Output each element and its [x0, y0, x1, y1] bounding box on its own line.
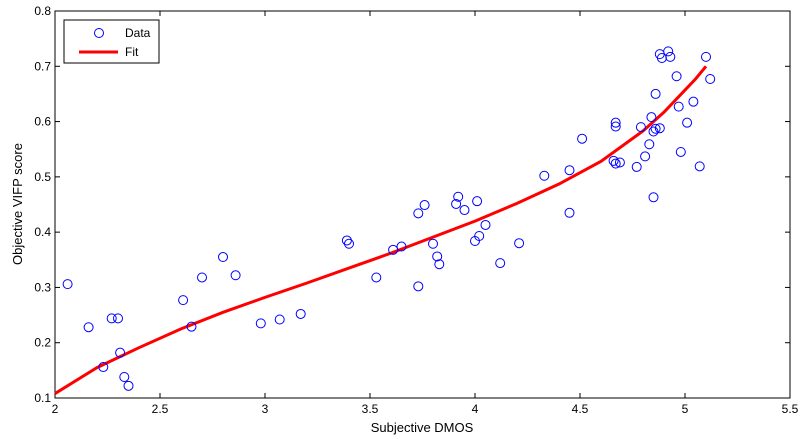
data-point [564, 207, 575, 218]
y-tick-label: 0.1 [34, 391, 51, 405]
data-point [255, 318, 266, 329]
data-point [640, 151, 651, 162]
data-point [644, 139, 655, 150]
data-point [344, 238, 354, 249]
data-point [656, 52, 667, 63]
data-point [434, 259, 445, 270]
data-point [274, 314, 285, 325]
x-tick-label: 3 [262, 402, 269, 416]
x-tick-labels: 2 2.5 3 3.5 4 4.5 5 5.5 [52, 402, 799, 416]
data-point [631, 161, 642, 172]
data-point [451, 198, 462, 209]
data-point [123, 380, 134, 391]
x-axis-label: Subjective DMOS [371, 420, 474, 435]
x-tick-label: 3.5 [362, 402, 379, 416]
data-point [413, 208, 424, 219]
data-point [614, 157, 625, 168]
legend-data-label: Data [125, 26, 151, 40]
data-point [650, 88, 661, 99]
legend-fit-label: Fit [125, 45, 139, 59]
data-point [694, 161, 705, 172]
data-point [218, 252, 228, 263]
data-point [673, 101, 684, 112]
x-tick-label: 4 [472, 402, 479, 416]
data-point [474, 231, 485, 242]
data-point [98, 362, 109, 373]
data-point [113, 313, 123, 324]
data-point [178, 295, 189, 306]
data-point [705, 74, 716, 84]
y-tick-label: 0.6 [34, 115, 51, 129]
legend-data-marker [94, 28, 104, 38]
axis-ticks [54, 10, 791, 399]
data-point [106, 313, 117, 324]
data-point [62, 279, 73, 290]
data-point [671, 71, 682, 82]
data-point [480, 219, 491, 230]
y-tick-labels: 0.1 0.2 0.3 0.4 0.5 0.6 0.7 0.8 [34, 4, 51, 405]
data-point [83, 322, 94, 333]
data-point [701, 51, 711, 62]
x-tick-label: 2 [52, 402, 59, 416]
x-tick-label: 5.5 [782, 402, 799, 416]
data-point [119, 371, 130, 382]
data-point [230, 270, 241, 281]
data-point [648, 192, 659, 203]
data-point [610, 117, 621, 128]
data-point [665, 51, 676, 62]
y-tick-label: 0.3 [34, 280, 51, 294]
fit-line [54, 65, 708, 395]
data-point [646, 112, 657, 123]
data-point [295, 308, 306, 319]
data-point [419, 200, 430, 211]
data-point [495, 258, 506, 269]
data-point [608, 155, 619, 166]
data-point [635, 122, 646, 133]
data-point [539, 170, 550, 181]
data-point [453, 191, 464, 202]
data-point [514, 238, 525, 249]
y-tick-label: 0.8 [34, 4, 51, 18]
data-point [341, 235, 352, 246]
data-point [688, 96, 699, 107]
data-point [564, 165, 575, 176]
y-tick-label: 0.5 [34, 170, 51, 184]
legend-box [63, 19, 160, 64]
data-point [648, 126, 659, 137]
data-point [388, 244, 399, 255]
y-axis-label: Objective VIFP score [10, 143, 25, 265]
data-point [675, 146, 686, 157]
data-point [396, 241, 407, 252]
data-point [428, 238, 438, 249]
data-point [577, 133, 588, 144]
data-point [413, 281, 424, 292]
data-points [62, 46, 716, 391]
data-point [115, 347, 126, 358]
data-point [650, 123, 661, 134]
data-point [610, 121, 621, 132]
x-tick-label: 5 [682, 402, 689, 416]
legend: Data Fit [63, 19, 160, 64]
y-tick-label: 0.2 [34, 336, 51, 350]
data-point [371, 272, 382, 283]
data-point [186, 321, 197, 332]
data-point [663, 46, 674, 57]
y-tick-label: 0.4 [34, 225, 51, 239]
data-point [432, 251, 443, 262]
data-point [654, 123, 665, 134]
x-tick-label: 2.5 [152, 402, 169, 416]
data-point [459, 205, 470, 216]
y-tick-label: 0.7 [34, 59, 51, 73]
data-point [472, 196, 483, 207]
data-point [610, 158, 621, 169]
data-point [682, 117, 693, 128]
data-point [197, 272, 207, 283]
plot-area [54, 10, 791, 399]
x-tick-label: 4.5 [572, 402, 589, 416]
